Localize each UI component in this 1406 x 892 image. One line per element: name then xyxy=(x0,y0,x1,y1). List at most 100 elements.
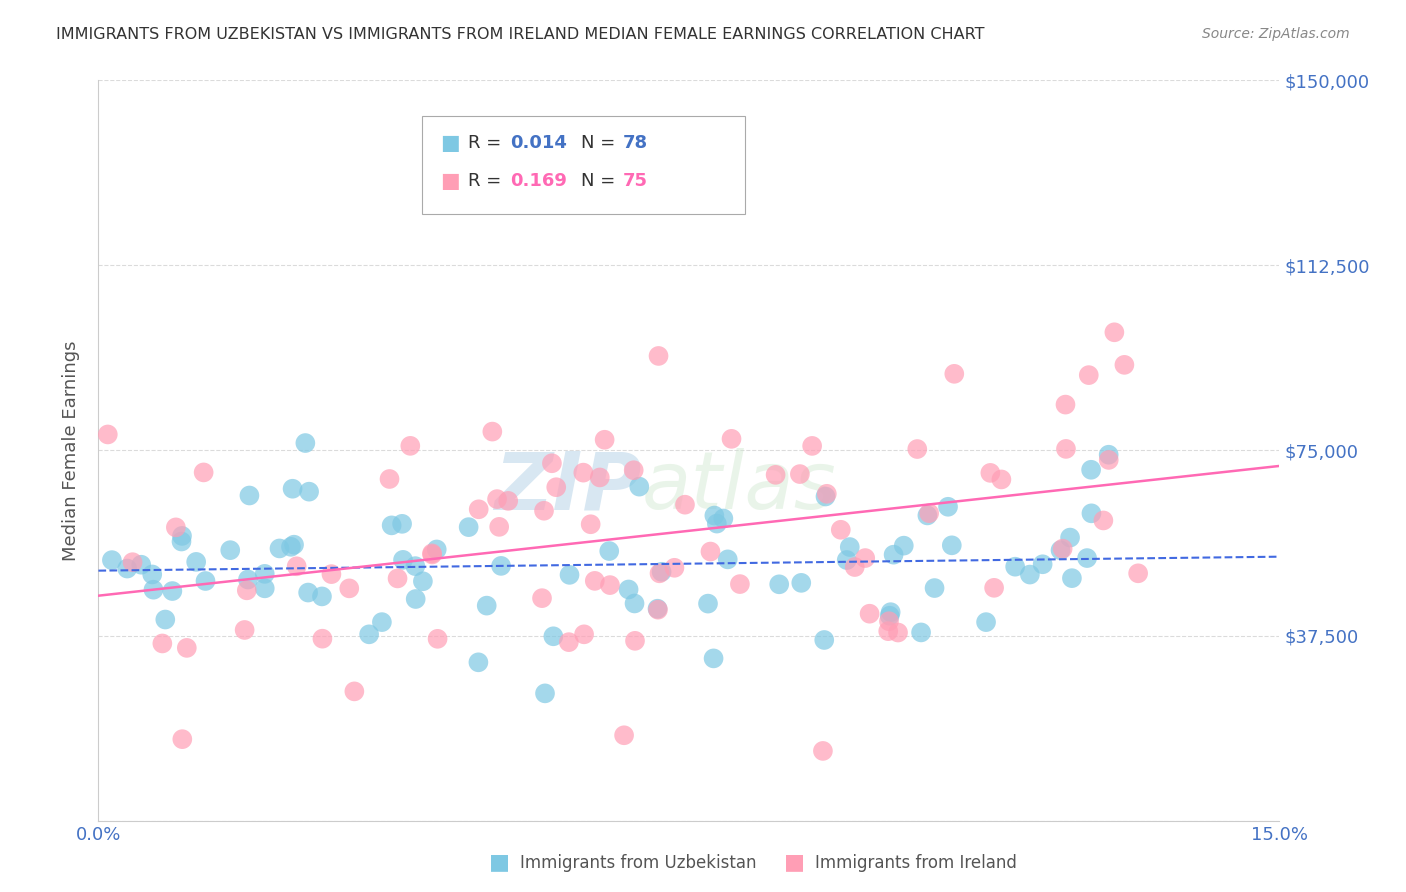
Point xyxy=(917,508,939,523)
Point xyxy=(534,686,557,700)
Point xyxy=(1052,541,1074,556)
Point xyxy=(115,561,138,575)
Point xyxy=(558,567,581,582)
Point xyxy=(269,541,291,556)
Point xyxy=(378,472,401,486)
Point xyxy=(467,656,489,670)
Point xyxy=(990,472,1012,486)
Point xyxy=(311,632,333,646)
Point xyxy=(1049,543,1071,558)
Text: ■: ■ xyxy=(440,133,460,153)
Point xyxy=(420,546,443,560)
Point xyxy=(811,744,834,758)
Point xyxy=(628,480,651,494)
Point xyxy=(717,552,740,566)
Point xyxy=(844,560,866,574)
Point xyxy=(1080,463,1102,477)
Point xyxy=(789,467,811,481)
Text: IMMIGRANTS FROM UZBEKISTAN VS IMMIGRANTS FROM IRELAND MEDIAN FEMALE EARNINGS COR: IMMIGRANTS FROM UZBEKISTAN VS IMMIGRANTS… xyxy=(56,27,984,42)
Point xyxy=(887,625,910,640)
Text: atlas: atlas xyxy=(641,449,837,526)
Point xyxy=(697,597,720,611)
Point xyxy=(381,518,404,533)
Point xyxy=(720,432,742,446)
Point xyxy=(1054,398,1077,412)
Point xyxy=(1126,566,1149,581)
Point xyxy=(648,566,671,581)
Point xyxy=(936,500,959,514)
Point xyxy=(664,561,686,575)
Point xyxy=(941,538,963,552)
Point xyxy=(194,574,217,588)
Point xyxy=(391,516,413,531)
Point xyxy=(1104,326,1126,340)
Text: R =: R = xyxy=(468,134,508,152)
Text: 75: 75 xyxy=(623,172,648,190)
Point xyxy=(583,574,606,588)
Point xyxy=(1098,453,1121,467)
Point xyxy=(1032,558,1054,572)
Point xyxy=(579,517,602,532)
Point xyxy=(918,506,941,520)
Point xyxy=(488,520,510,534)
Point xyxy=(974,615,997,629)
Point xyxy=(486,492,509,507)
Point xyxy=(371,615,394,629)
Point xyxy=(426,632,449,646)
Point xyxy=(412,574,434,589)
Point xyxy=(1054,442,1077,456)
Text: 0.014: 0.014 xyxy=(510,134,567,152)
Point xyxy=(1080,506,1102,520)
Point xyxy=(387,571,409,585)
Point xyxy=(359,627,381,641)
Y-axis label: Median Female Earnings: Median Female Earnings xyxy=(62,340,80,561)
Text: 78: 78 xyxy=(623,134,648,152)
Point xyxy=(1076,551,1098,566)
Point xyxy=(572,466,595,480)
Point xyxy=(673,498,696,512)
Point xyxy=(141,567,163,582)
Point xyxy=(533,504,555,518)
Point xyxy=(703,651,725,665)
Point xyxy=(813,632,835,647)
Point xyxy=(404,559,426,574)
Point xyxy=(280,540,302,554)
Point xyxy=(598,544,620,558)
Point xyxy=(765,467,787,482)
Point xyxy=(238,488,260,502)
Point xyxy=(1004,559,1026,574)
Point xyxy=(496,494,519,508)
Point xyxy=(165,520,187,534)
Point xyxy=(253,582,276,596)
Point xyxy=(172,732,194,747)
Point xyxy=(193,466,215,480)
Point xyxy=(877,624,900,639)
Point xyxy=(101,553,124,567)
Point xyxy=(457,520,479,534)
Point xyxy=(283,538,305,552)
Point xyxy=(298,484,321,499)
Point xyxy=(979,466,1001,480)
Point xyxy=(129,558,152,572)
Point xyxy=(281,482,304,496)
Point xyxy=(236,573,259,587)
Text: 0.169: 0.169 xyxy=(510,172,567,190)
Point xyxy=(599,578,621,592)
Point xyxy=(623,463,645,477)
Point xyxy=(651,565,673,579)
Point xyxy=(186,555,208,569)
Point xyxy=(853,551,876,566)
Point xyxy=(699,544,721,558)
Text: ■: ■ xyxy=(785,853,804,872)
Point xyxy=(176,640,198,655)
Point xyxy=(150,636,173,650)
Point xyxy=(1059,531,1081,545)
Point xyxy=(321,567,343,582)
Point xyxy=(647,603,669,617)
Point xyxy=(910,625,932,640)
Point xyxy=(1060,571,1083,585)
Text: ■: ■ xyxy=(489,853,509,872)
Point xyxy=(703,508,725,523)
Point xyxy=(392,553,415,567)
Point xyxy=(467,502,489,516)
